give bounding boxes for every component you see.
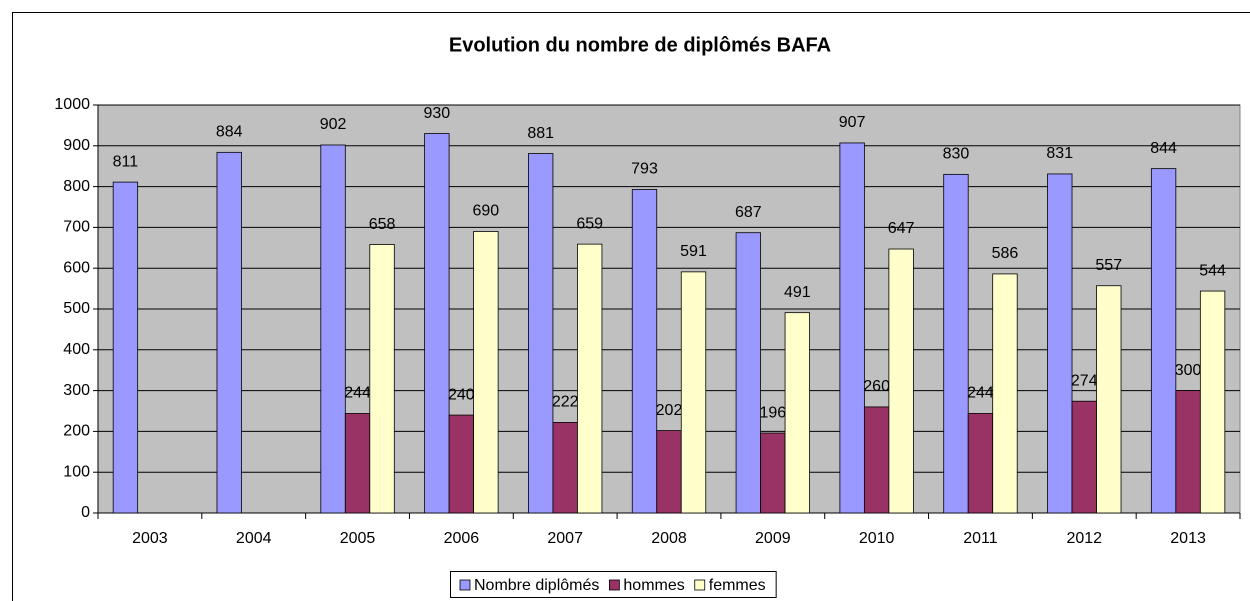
y-tick-label: 100 — [63, 463, 90, 480]
y-tick-label: 600 — [63, 259, 90, 276]
bar — [1096, 285, 1122, 514]
data-label: 647 — [888, 220, 915, 237]
legend-swatch — [608, 579, 620, 591]
x-tick-label: 2005 — [340, 530, 376, 547]
data-label: 793 — [631, 161, 658, 178]
data-label: 300 — [1175, 362, 1202, 379]
bar — [424, 133, 450, 514]
data-label: 690 — [473, 203, 500, 220]
bar — [631, 189, 658, 514]
x-tick-label: 2004 — [236, 530, 272, 547]
bar — [528, 153, 554, 514]
data-label: 557 — [1095, 257, 1122, 274]
bar — [112, 181, 139, 514]
bar — [473, 231, 499, 514]
data-label: 881 — [527, 125, 554, 142]
bar — [735, 232, 761, 514]
data-label: 274 — [1071, 372, 1098, 389]
data-label: 244 — [967, 385, 994, 402]
data-label: 222 — [552, 394, 579, 411]
bar — [216, 151, 242, 514]
x-tick-label: 2010 — [859, 530, 895, 547]
x-tick-label: 2006 — [444, 530, 480, 547]
data-label: 902 — [320, 116, 347, 133]
bar — [577, 243, 603, 514]
data-label: 830 — [943, 146, 970, 163]
data-label: 202 — [656, 402, 683, 419]
bar — [839, 142, 865, 514]
bar — [448, 414, 475, 514]
data-label: 196 — [759, 404, 786, 421]
bar — [1175, 390, 1201, 514]
bar — [760, 432, 786, 514]
legend-swatch — [459, 579, 471, 591]
bar — [1047, 173, 1073, 514]
bar — [656, 430, 682, 514]
bar — [863, 406, 890, 514]
legend-label: femmes — [709, 577, 766, 594]
data-label: 930 — [424, 105, 451, 122]
y-tick-label: 1000 — [54, 96, 90, 113]
data-label: 659 — [576, 215, 603, 232]
y-tick-label: 500 — [63, 300, 90, 317]
legend-swatch — [694, 579, 706, 591]
legend-label: Nombre diplômés — [474, 577, 599, 594]
data-label: 831 — [1046, 145, 1073, 162]
x-tick-label: 2013 — [1170, 530, 1206, 547]
x-tick-label: 2007 — [547, 530, 583, 547]
x-tick-label: 2003 — [132, 530, 168, 547]
chart-title: Evolution du nombre de diplômés BAFA — [449, 34, 831, 56]
x-tick-label: 2008 — [651, 530, 687, 547]
data-label: 811 — [113, 153, 139, 170]
bar — [967, 413, 994, 514]
bar — [888, 248, 914, 514]
y-tick-label: 400 — [63, 341, 90, 358]
x-tick-label: 2011 — [963, 530, 998, 547]
bar — [1150, 168, 1177, 514]
bar — [680, 271, 707, 514]
legend-label: hommes — [623, 577, 684, 594]
data-label: 658 — [369, 216, 396, 233]
data-label: 240 — [448, 386, 475, 403]
bar — [1071, 400, 1097, 514]
y-tick-label: 700 — [63, 219, 90, 236]
bar — [344, 413, 371, 514]
data-label: 884 — [216, 124, 243, 141]
x-tick-label: 2012 — [1066, 530, 1102, 547]
data-label: 844 — [1150, 140, 1177, 157]
data-label: 491 — [784, 284, 811, 301]
bar — [369, 244, 395, 514]
data-label: 907 — [839, 114, 866, 131]
bar — [1199, 290, 1226, 514]
y-tick-label: 300 — [63, 382, 90, 399]
data-label: 260 — [863, 378, 890, 395]
bar — [784, 312, 810, 514]
bar — [552, 422, 578, 514]
y-tick-label: 0 — [81, 504, 90, 521]
bar — [943, 173, 969, 514]
y-tick-label: 800 — [63, 178, 90, 195]
x-tick-label: 2009 — [755, 530, 791, 547]
y-tick-label: 900 — [63, 137, 90, 154]
bar — [320, 144, 346, 514]
data-label: 591 — [680, 243, 707, 260]
data-label: 586 — [992, 245, 1019, 262]
data-label: 244 — [344, 385, 371, 402]
data-label: 544 — [1199, 262, 1226, 279]
bar — [992, 273, 1018, 514]
data-label: 687 — [735, 204, 762, 221]
y-tick-label: 200 — [63, 423, 90, 440]
